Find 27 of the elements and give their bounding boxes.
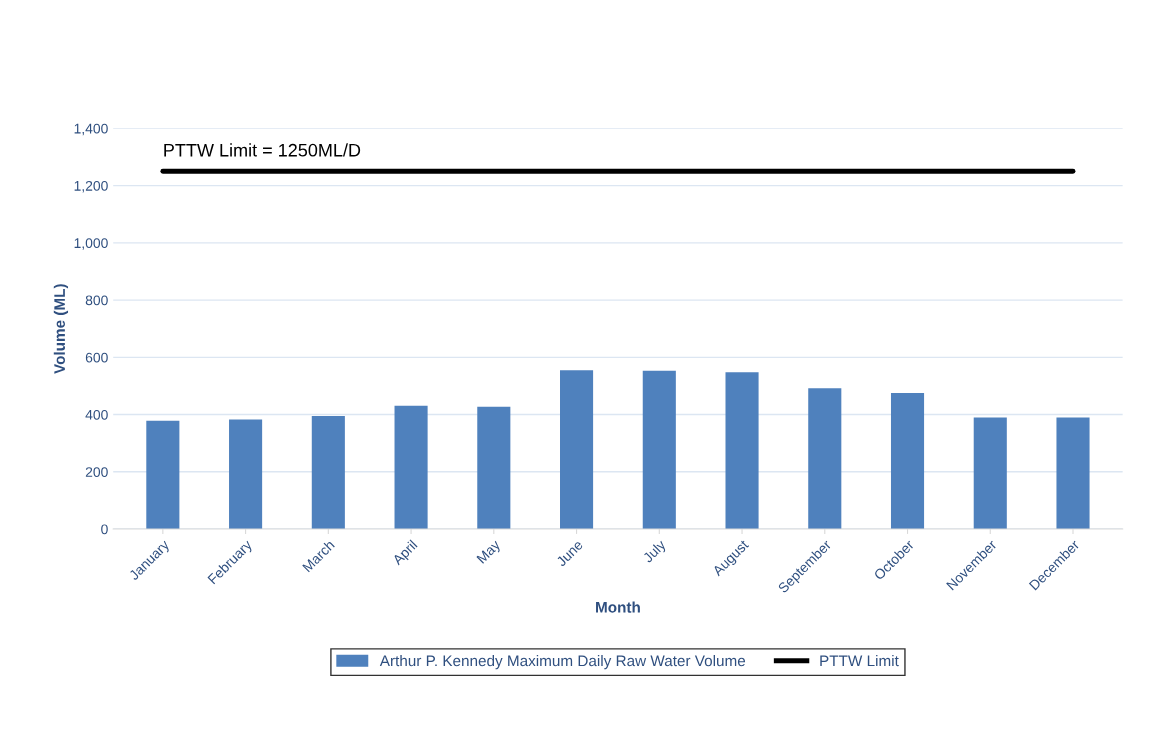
bar [973,417,1007,530]
bar [146,420,180,530]
y-tick-label: 200 [85,467,108,477]
y-tick-label: 400 [85,409,108,420]
bar [229,419,263,530]
y-tick-label: 1,200 [74,180,108,193]
bar [394,405,428,530]
y-tick-label: 600 [85,352,108,363]
bar [1056,417,1090,530]
y-tick-label: 1,000 [74,238,108,250]
bar [890,393,925,530]
x-tick-label: July [641,538,669,566]
y-tick-label: 800 [85,295,108,306]
y-tick-label: 0 [101,524,108,535]
annotation: PTTW Limit = 1250ML/D [164,143,361,157]
legend-label: Arthur P. Kennedy Maximum Daily Raw Water Volume [379,654,746,670]
legend-label: PTTW Limit [820,654,899,667]
x-axis-title: Month [596,601,640,613]
bar [560,370,594,530]
bar [808,388,842,530]
bar [725,372,759,530]
bar [477,406,511,530]
y-axis-title: Volume (ML) [53,284,69,374]
x-tick-label: May [476,539,503,566]
bar [311,416,345,530]
bar [642,370,676,530]
y-tick-label: 1,400 [74,123,108,136]
